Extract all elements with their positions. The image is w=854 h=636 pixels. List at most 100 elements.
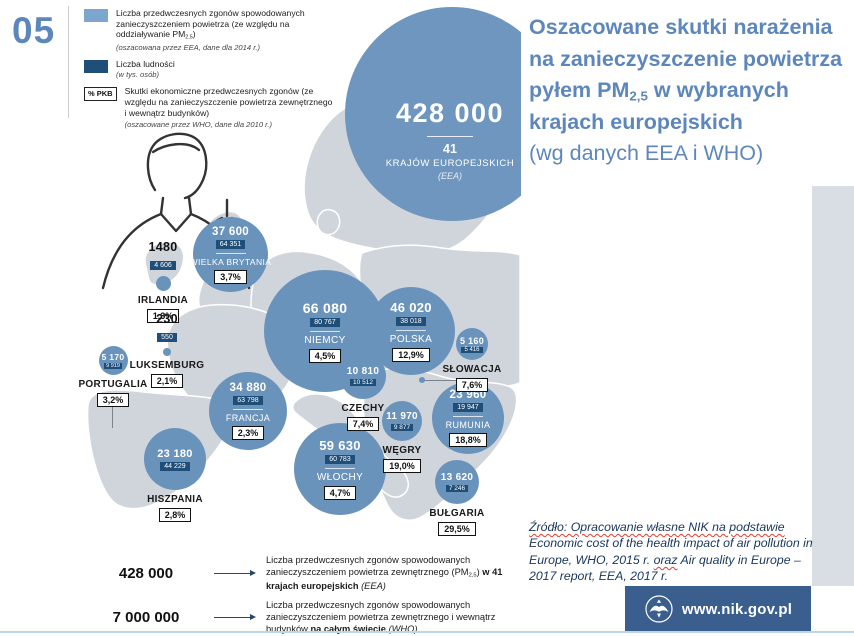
hero-count: 41 [443,142,457,156]
deaths-value: 11 970 [386,411,418,422]
legend-text: Liczba ludności [116,58,175,69]
legend-divider [68,6,69,118]
population-badge: 7 246 [445,485,469,492]
nik-logo-icon [645,595,673,623]
gdp-badge: 1,3% [146,309,180,323]
divider [453,416,483,417]
legend-item-deaths: Liczba przedwczesnych zgonów spowodowany… [84,8,336,52]
deaths-value: 1480 [148,240,178,254]
deaths-value: 46 020 [390,300,432,315]
country-portugalia: 5 170 9 919 PORTUGALIA 3,2% [78,346,148,408]
country-name: HISZPANIA [147,494,203,505]
gdp-badge: 4,5% [308,348,342,363]
hero-bubble [345,7,521,221]
hero-label: KRAJÓW EUROPEJSKICH [385,158,515,169]
country-bulgaria: 13 620 7 246 BUŁGARIA 29,5% [417,460,497,537]
bottom-legend-row-world: 7 000 000 Liczba przedwczesnych zgonów s… [90,599,521,636]
deaths-value: 37 600 [212,225,249,238]
country-name: SŁOWACJA [442,364,502,375]
gdp-badge: 18,8% [449,433,487,447]
gdp-badge: 3,2% [96,393,130,407]
gdp-badge: 2,8% [158,508,192,522]
infographic-panel: 05 Liczba przedwczesnych zgonów spowodow… [12,6,521,636]
country-rumunia: 23 960 19 947 RUMUNIA 18,8% [432,382,504,454]
legend: Liczba przedwczesnych zgonów spowodowany… [84,8,336,136]
country-name: NIEMCY [304,334,346,346]
country-francja: 34 880 63 798 FRANCJA 2,3% [209,372,287,450]
gdp-badge: 7,6% [455,378,489,392]
gdp-badge: 29,5% [438,522,476,536]
country-dot [163,348,171,356]
gdp-badge: 4,7% [323,486,357,500]
source-attribution: Źródło: Opracowanie własne NIK na podsta… [529,520,813,584]
hero-source: (EEA) [437,171,462,181]
country-czechy: 10 810 10 512 CZECHY 7,4% [323,353,403,432]
population-badge: 5 416 [461,346,483,353]
divider [233,409,263,410]
legend-note: (w tys. osób) [116,70,160,80]
country-hiszpania-labels: HISZPANIA 2,8% [125,490,225,523]
slovakia-map-dot [419,377,425,383]
arrow-icon [214,613,256,620]
country-name: RUMUNIA [445,420,491,430]
deaths-swatch-icon [84,9,108,22]
population-badge: 80 767 [310,317,340,327]
deaths-value: 66 080 [302,299,348,316]
country-irlandia: 1480 4 606 IRLANDIA 1,3% [122,240,204,324]
country-name: LUKSEMBURG [129,360,205,371]
country-slowacja: 5 160 5 416 SŁOWACJA 7,6% [432,328,512,393]
legend-item-economic: % PKB Skutki ekonomiczne przedwczesnych … [84,86,336,129]
population-badge: 10 512 [350,379,376,386]
country-name: BUŁGARIA [429,508,485,519]
deaths-value: 10 810 [346,366,380,377]
page-number: 05 [12,10,56,51]
hero-value: 428 000 [395,98,505,128]
deaths-value: 5 160 [459,335,485,346]
bottom-value: 428 000 [118,564,174,582]
bottom-rule [0,631,854,633]
bracket-value: 7 000 000 [90,603,202,632]
country-name: WŁOCHY [316,472,364,483]
arrow-icon [214,569,256,576]
country-wielka-brytania: 37 600 64 351 WIELKA BRYTANIA 3,7% [190,217,271,292]
deaths-value: 5 170 [101,352,125,362]
population-badge: 63 798 [233,396,263,405]
country-name: PORTUGALIA [78,379,148,390]
country-dot [155,276,171,291]
divider [325,468,355,469]
gdp-badge: 7,4% [346,417,380,431]
bracket-corner [195,581,202,588]
country-wlochy: 59 630 60 783 WŁOCHY 4,7% [294,423,386,515]
side-stripe [812,186,854,586]
gdp-badge: 2,3% [231,426,265,440]
legend-item-population: Liczba ludności (w tys. osób) [84,58,336,80]
population-badge: 550 [157,333,177,342]
gdp-badge: 2,1% [150,374,184,388]
gdp-badge: 12,9% [392,348,430,362]
country-name: WIELKA BRYTANIA [189,256,272,267]
bracket-corner [195,603,202,610]
portugal-connector-line [112,400,113,428]
population-badge: 9 919 [104,363,122,369]
deaths-value: 34 880 [229,382,267,394]
population-badge: 44 229 [160,461,190,471]
country-name: FRANCJA [225,413,271,423]
legend-text: Liczba przedwczesnych zgonów spowodowany… [116,8,305,41]
deaths-value: 230 [156,312,178,326]
bottom-legend-row-europe: 428 000 Liczba przedwczesnych zgonów spo… [90,554,521,593]
bracket-corner [90,559,97,566]
country-name: WĘGRY [382,445,422,456]
deaths-value: 13 620 [440,472,474,483]
country-wegry: 11 970 9 877 WĘGRY 19,0% [362,401,442,474]
gdp-badge: 19,0% [383,459,421,473]
bottom-value: 7 000 000 [112,608,180,626]
divider [215,252,246,254]
divider [396,330,426,331]
population-badge: 4 606 [150,261,176,270]
population-badge: 38 018 [396,317,426,326]
hero-bubble-text: 428 000 41 KRAJÓW EUROPEJSKICH (EEA) [350,98,521,181]
divider [310,330,340,332]
population-badge: 19 947 [453,403,483,412]
bracket-corner [90,603,97,610]
population-badge: 64 351 [215,239,246,249]
